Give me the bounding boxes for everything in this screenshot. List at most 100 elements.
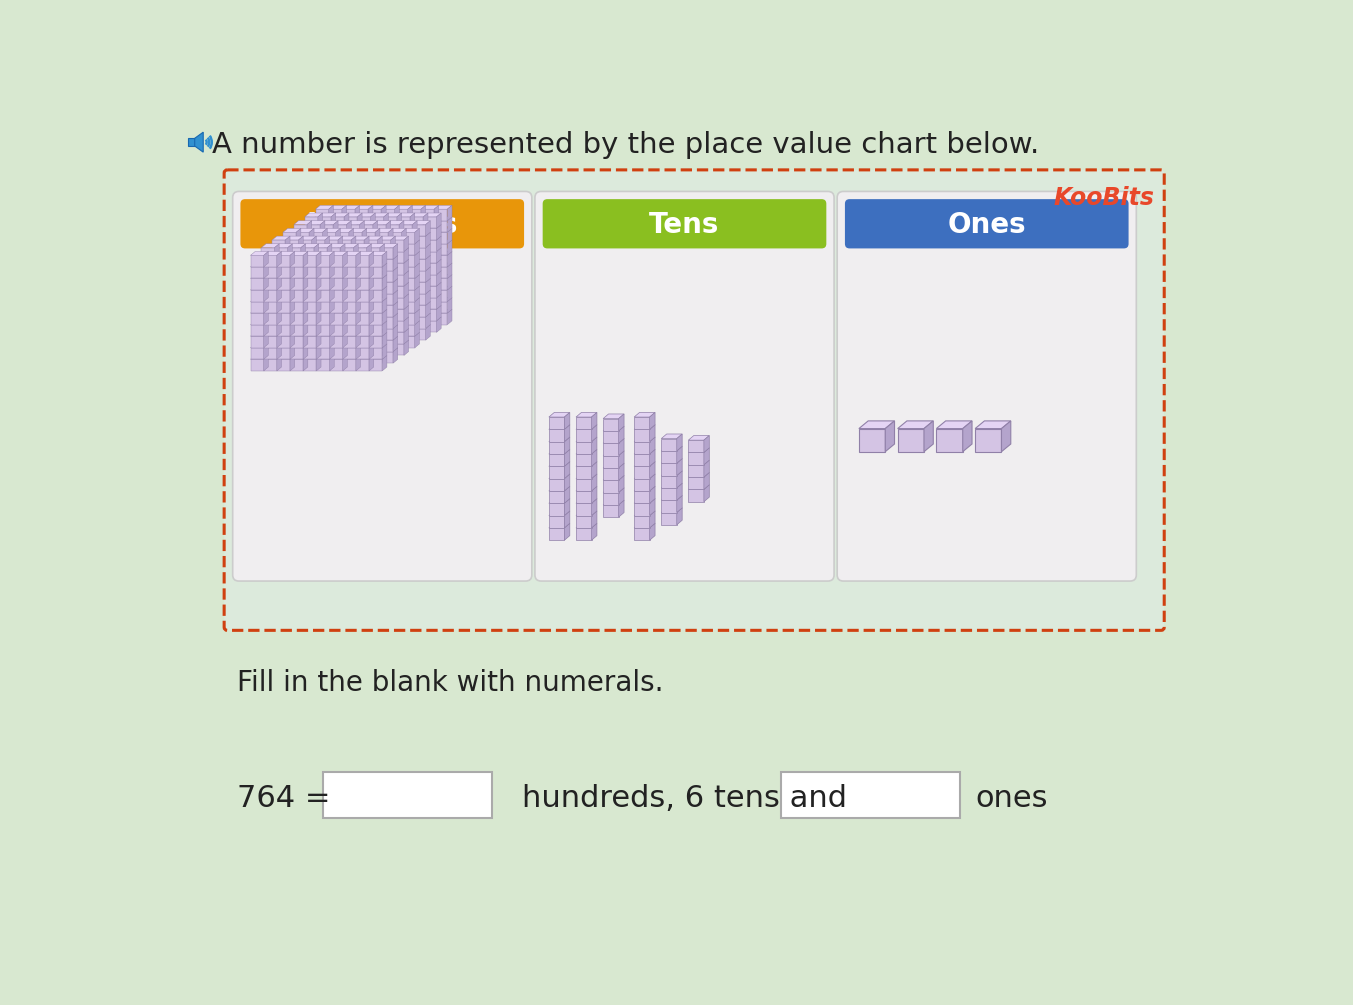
Polygon shape bbox=[352, 263, 364, 274]
Polygon shape bbox=[363, 290, 375, 302]
Polygon shape bbox=[329, 297, 333, 314]
Polygon shape bbox=[299, 247, 317, 251]
Polygon shape bbox=[300, 293, 314, 306]
Text: Hundreds: Hundreds bbox=[307, 211, 459, 239]
Polygon shape bbox=[369, 321, 373, 337]
Polygon shape bbox=[388, 321, 394, 337]
Polygon shape bbox=[322, 297, 341, 301]
Polygon shape bbox=[396, 236, 402, 251]
Polygon shape bbox=[373, 293, 386, 306]
Polygon shape bbox=[331, 306, 336, 321]
Polygon shape bbox=[649, 437, 655, 454]
Polygon shape bbox=[307, 314, 311, 329]
Polygon shape bbox=[285, 333, 299, 344]
Polygon shape bbox=[353, 306, 367, 317]
Polygon shape bbox=[318, 270, 322, 286]
Polygon shape bbox=[377, 236, 383, 251]
Polygon shape bbox=[331, 213, 349, 217]
Polygon shape bbox=[310, 244, 322, 255]
Polygon shape bbox=[399, 282, 413, 293]
Polygon shape bbox=[331, 217, 344, 228]
Polygon shape bbox=[371, 236, 375, 251]
Polygon shape bbox=[342, 263, 360, 267]
Polygon shape bbox=[261, 340, 275, 352]
Polygon shape bbox=[576, 486, 597, 491]
Polygon shape bbox=[338, 240, 352, 251]
Polygon shape bbox=[396, 240, 410, 251]
Polygon shape bbox=[434, 297, 438, 314]
Polygon shape bbox=[603, 419, 618, 431]
Polygon shape bbox=[322, 333, 341, 337]
Polygon shape bbox=[283, 286, 300, 290]
Polygon shape bbox=[277, 333, 281, 348]
Polygon shape bbox=[290, 356, 308, 360]
Polygon shape bbox=[373, 232, 391, 236]
Polygon shape bbox=[318, 224, 336, 228]
Polygon shape bbox=[407, 251, 413, 267]
Polygon shape bbox=[329, 240, 333, 255]
Polygon shape bbox=[356, 302, 369, 314]
Polygon shape bbox=[283, 302, 296, 314]
Polygon shape bbox=[377, 251, 391, 263]
Polygon shape bbox=[380, 348, 398, 352]
Polygon shape bbox=[318, 263, 331, 274]
Polygon shape bbox=[321, 325, 325, 340]
Polygon shape bbox=[369, 360, 383, 371]
Polygon shape bbox=[363, 251, 367, 267]
Polygon shape bbox=[380, 337, 384, 352]
Polygon shape bbox=[318, 217, 331, 228]
Polygon shape bbox=[423, 310, 437, 321]
Polygon shape bbox=[564, 412, 570, 429]
Polygon shape bbox=[307, 255, 311, 270]
Polygon shape bbox=[314, 329, 327, 340]
Polygon shape bbox=[330, 360, 342, 371]
Polygon shape bbox=[364, 236, 383, 240]
Polygon shape bbox=[272, 236, 290, 240]
Polygon shape bbox=[382, 228, 399, 232]
Polygon shape bbox=[423, 321, 437, 333]
Polygon shape bbox=[576, 425, 597, 429]
Polygon shape bbox=[371, 317, 388, 321]
Polygon shape bbox=[300, 255, 319, 259]
Polygon shape bbox=[314, 352, 327, 363]
Polygon shape bbox=[314, 282, 327, 293]
Polygon shape bbox=[391, 321, 405, 333]
Polygon shape bbox=[327, 306, 341, 317]
Polygon shape bbox=[384, 213, 388, 228]
Polygon shape bbox=[342, 209, 354, 221]
Polygon shape bbox=[380, 348, 384, 363]
Polygon shape bbox=[322, 286, 327, 301]
Polygon shape bbox=[363, 240, 367, 255]
Polygon shape bbox=[325, 247, 330, 263]
Polygon shape bbox=[635, 425, 655, 429]
Polygon shape bbox=[354, 217, 373, 221]
Polygon shape bbox=[356, 297, 360, 314]
Polygon shape bbox=[288, 278, 292, 293]
Polygon shape bbox=[402, 251, 406, 267]
Polygon shape bbox=[380, 302, 398, 306]
Polygon shape bbox=[331, 236, 336, 251]
Polygon shape bbox=[391, 259, 395, 274]
Polygon shape bbox=[300, 270, 314, 282]
Polygon shape bbox=[394, 267, 398, 282]
Polygon shape bbox=[384, 270, 402, 274]
Polygon shape bbox=[341, 255, 345, 270]
Polygon shape bbox=[321, 325, 338, 329]
Polygon shape bbox=[330, 255, 342, 267]
Polygon shape bbox=[307, 278, 325, 282]
Polygon shape bbox=[367, 337, 384, 340]
Polygon shape bbox=[413, 329, 426, 340]
Polygon shape bbox=[290, 297, 295, 314]
Polygon shape bbox=[576, 437, 597, 441]
Polygon shape bbox=[369, 310, 387, 314]
Polygon shape bbox=[384, 247, 402, 251]
Polygon shape bbox=[352, 236, 356, 251]
Polygon shape bbox=[375, 290, 388, 302]
Polygon shape bbox=[391, 263, 405, 274]
Polygon shape bbox=[303, 267, 317, 278]
Polygon shape bbox=[304, 217, 318, 228]
Polygon shape bbox=[384, 224, 402, 228]
Polygon shape bbox=[421, 251, 438, 255]
Polygon shape bbox=[330, 286, 348, 290]
Polygon shape bbox=[307, 267, 311, 282]
